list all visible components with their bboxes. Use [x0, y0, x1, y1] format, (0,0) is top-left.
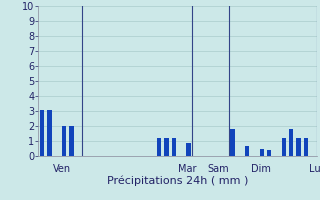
Text: Dim: Dim — [251, 164, 271, 174]
Bar — [164, 138, 169, 156]
Bar — [230, 129, 235, 156]
Bar — [245, 146, 249, 156]
Bar — [267, 150, 271, 156]
Bar — [304, 138, 308, 156]
Bar — [296, 138, 301, 156]
Bar — [172, 138, 176, 156]
Text: Ven: Ven — [53, 164, 71, 174]
X-axis label: Précipitations 24h ( mm ): Précipitations 24h ( mm ) — [107, 175, 248, 186]
Bar — [62, 126, 66, 156]
Bar — [260, 148, 264, 156]
Bar — [186, 142, 191, 156]
Bar — [282, 138, 286, 156]
Text: Lun: Lun — [309, 164, 320, 174]
Text: Sam: Sam — [207, 164, 228, 174]
Bar — [289, 129, 293, 156]
Bar — [40, 110, 44, 156]
Text: Mar: Mar — [178, 164, 196, 174]
Bar — [47, 110, 52, 156]
Bar — [157, 138, 162, 156]
Bar — [69, 126, 74, 156]
